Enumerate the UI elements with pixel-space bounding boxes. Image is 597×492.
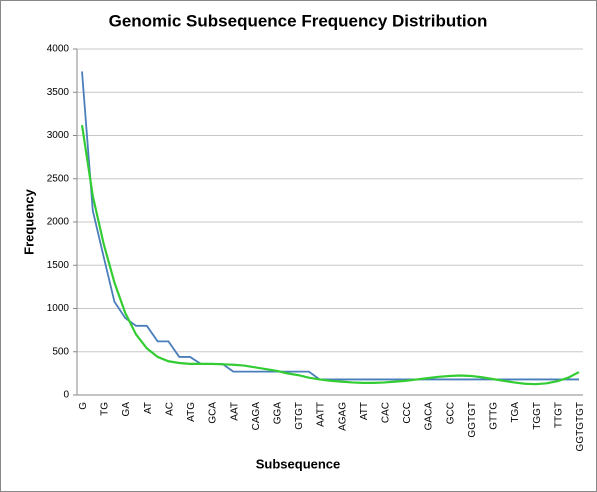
chart-title: Genomic Subsequence Frequency Distributi…	[109, 11, 488, 30]
x-tick-label: TG	[100, 402, 111, 416]
x-tick-label: GACA	[424, 402, 435, 431]
x-tick-label: CAGA	[251, 402, 262, 431]
x-tick-label: CCC	[402, 402, 413, 424]
x-tick-label: AGAG	[337, 402, 348, 431]
y-tick-label: 1500	[47, 260, 70, 271]
x-tick-label: ATT	[359, 402, 370, 420]
x-tick-label: AT	[143, 402, 154, 414]
y-tick-label: 2500	[47, 173, 70, 184]
y-tick-label: 500	[52, 346, 69, 357]
x-tick-label: CAC	[381, 402, 392, 423]
x-tick-label: ATG	[186, 402, 197, 422]
x-tick-label: AATT	[316, 402, 327, 427]
x-tick-label: TGA	[510, 402, 521, 423]
y-tick-label: 3500	[47, 87, 70, 98]
x-tick-label: GGA	[272, 402, 283, 425]
y-tick-label: 1000	[47, 303, 70, 314]
x-tick-label: TTGT	[553, 402, 564, 428]
x-tick-label: GGTGT	[467, 402, 478, 438]
x-tick-label: TGGT	[532, 402, 543, 430]
x-tick-label: GTTG	[489, 402, 500, 430]
x-tick-label: GGTGTGT	[575, 402, 586, 451]
data-line	[80, 124, 580, 386]
x-tick-label: GTGT	[294, 402, 305, 430]
x-tick-label: GCC	[445, 402, 456, 424]
y-tick-label: 4000	[47, 44, 70, 55]
y-axis-title: Frequency	[21, 188, 36, 255]
x-tick-label: G	[78, 402, 89, 410]
x-axis-title: Subsequence	[256, 456, 341, 471]
y-tick-label: 0	[63, 390, 69, 401]
y-tick-label: 3000	[47, 130, 70, 141]
x-tick-label: AC	[164, 402, 175, 416]
x-tick-label: GCA	[208, 402, 219, 424]
x-tick-label: GA	[121, 402, 132, 417]
y-tick-label: 2000	[47, 217, 70, 228]
x-tick-label: AAT	[229, 402, 240, 421]
